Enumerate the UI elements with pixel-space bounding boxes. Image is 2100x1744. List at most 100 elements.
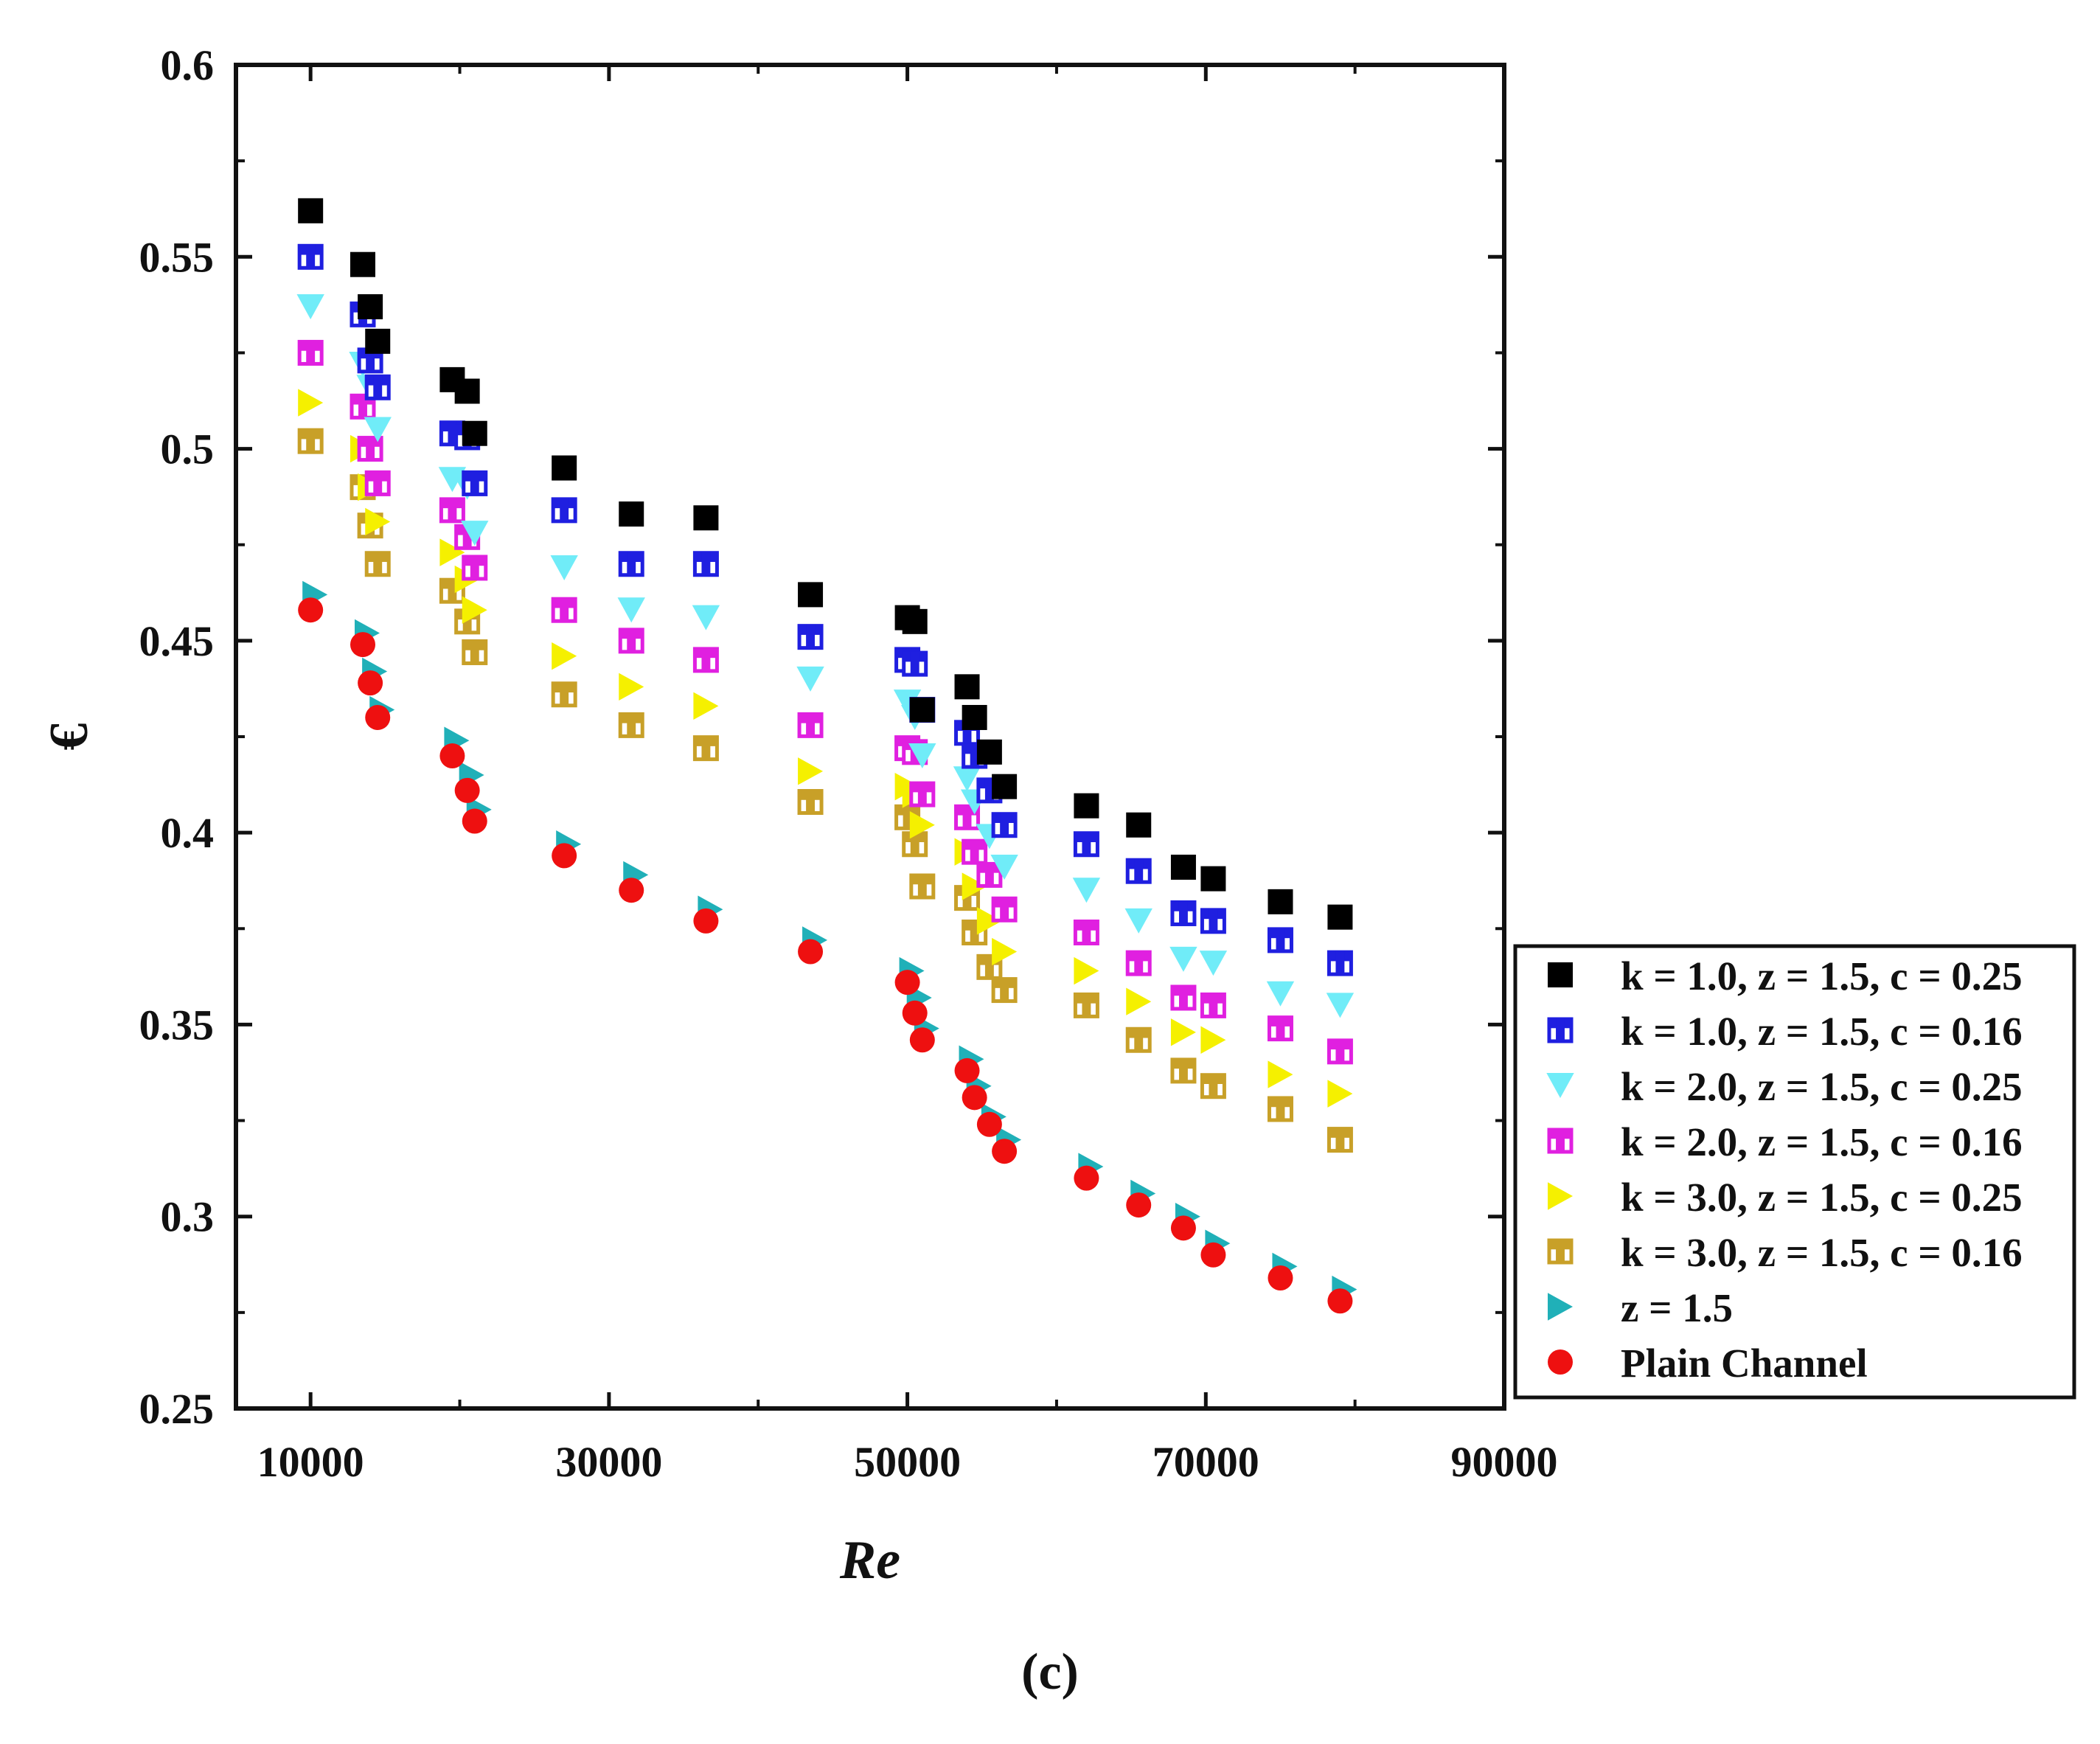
legend-label-8: Plain Channel	[1621, 1341, 1868, 1386]
data-point	[1266, 981, 1295, 1007]
data-point	[976, 861, 1003, 888]
data-point	[1126, 812, 1152, 838]
series-8	[298, 597, 1353, 1314]
marker-fill-band	[701, 551, 711, 577]
legend-marker-8	[1548, 1349, 1573, 1375]
data-point	[976, 1111, 1002, 1137]
x-axis-label: Re	[839, 1530, 900, 1591]
data-point	[297, 428, 324, 454]
marker-fill-band	[1209, 993, 1218, 1018]
marker-fill-band	[984, 777, 994, 803]
marker-fill-band	[903, 805, 912, 830]
data-point	[619, 673, 644, 701]
data-point	[894, 970, 920, 996]
marker-fill-band	[910, 651, 919, 677]
data-point	[693, 908, 719, 934]
data-point	[1327, 1127, 1353, 1153]
data-point	[1125, 1026, 1152, 1053]
data-point	[619, 501, 644, 527]
marker-fill-band	[1134, 858, 1144, 884]
legend-label-3: k = 2.0, z = 1.5, c = 0.25	[1621, 1064, 2023, 1109]
data-point	[962, 872, 987, 900]
marker-fill-band	[560, 497, 569, 523]
data-point	[1169, 946, 1197, 972]
data-point	[990, 854, 1018, 880]
legend-marker-3	[1546, 1073, 1574, 1098]
marker-fill-band	[962, 885, 972, 911]
data-point	[1126, 987, 1152, 1015]
data-point	[909, 1027, 935, 1053]
series-5	[298, 389, 1353, 1108]
data-point	[552, 843, 577, 869]
marker-fill-band	[910, 831, 919, 857]
data-point	[296, 293, 324, 319]
x-tick-label: 50000	[854, 1438, 961, 1486]
data-point	[692, 551, 719, 577]
data-point	[364, 417, 392, 442]
data-point	[1170, 854, 1196, 880]
x-tick-label: 70000	[1152, 1438, 1259, 1486]
y-tick-label: 0.55	[139, 233, 215, 281]
data-point	[618, 628, 644, 654]
data-point	[617, 597, 645, 623]
marker-fill-band	[373, 470, 383, 496]
data-point	[1327, 1080, 1353, 1108]
y-tick-label: 0.45	[139, 617, 215, 665]
data-point	[1268, 889, 1293, 914]
marker-fill-band	[806, 712, 816, 738]
marker-fill-band	[984, 862, 994, 888]
data-point	[798, 939, 824, 965]
marker-fill-band	[1556, 1239, 1565, 1264]
marker-fill-band	[1556, 1128, 1565, 1153]
data-point	[692, 735, 719, 762]
data-point	[909, 811, 935, 839]
marker-fill-band	[917, 782, 927, 807]
legend: k = 1.0, z = 1.5, c = 0.25 k = 1.0, z = 1…	[1513, 944, 2076, 1400]
legend-marker-1	[1548, 962, 1573, 987]
data-point	[462, 420, 487, 446]
data-point	[551, 497, 577, 524]
data-point	[962, 838, 988, 865]
data-point	[909, 781, 936, 807]
marker-fill-band	[1082, 831, 1091, 857]
data-point	[1200, 866, 1226, 892]
marker-fill-band	[1178, 1057, 1188, 1083]
legend-label-6: k = 3.0, z = 1.5, c = 0.16	[1621, 1230, 2023, 1275]
marker-fill-band	[462, 608, 472, 634]
plot-area-frame	[234, 63, 1506, 1411]
marker-fill-band	[1556, 1018, 1565, 1043]
marker-fill-band	[462, 524, 472, 550]
marker-fill-band	[1209, 908, 1218, 934]
marker-fill-band	[970, 920, 979, 945]
data-point	[552, 455, 577, 481]
data-point	[1074, 793, 1099, 819]
marker-fill-band	[984, 954, 994, 980]
data-point	[439, 743, 465, 769]
legend-marker-7	[1548, 1293, 1573, 1321]
data-point	[364, 374, 391, 400]
legend-label-4: k = 2.0, z = 1.5, c = 0.16	[1621, 1119, 2023, 1164]
data-point	[1125, 950, 1152, 976]
marker-fill-band	[806, 624, 816, 650]
legend-box	[1513, 944, 2076, 1400]
data-point	[1170, 1215, 1196, 1241]
data-point	[552, 642, 577, 670]
data-point	[992, 1139, 1018, 1164]
series-1	[298, 198, 1353, 930]
y-tick-label: 0.25	[139, 1385, 215, 1433]
x-tick-label: 30000	[555, 1438, 662, 1486]
legend-label-2: k = 1.0, z = 1.5, c = 0.16	[1621, 1009, 2023, 1054]
data-point	[1073, 992, 1099, 1018]
marker-fill-band	[366, 347, 375, 373]
marker-fill-band	[627, 628, 636, 653]
data-point	[1327, 950, 1353, 976]
data-point	[1326, 993, 1355, 1018]
data-point	[365, 704, 391, 730]
data-point	[1268, 1265, 1293, 1291]
data-point	[365, 507, 391, 536]
data-point	[954, 1057, 980, 1083]
y-tick-label: 0.5	[161, 425, 215, 473]
marker-fill-band	[306, 340, 316, 366]
